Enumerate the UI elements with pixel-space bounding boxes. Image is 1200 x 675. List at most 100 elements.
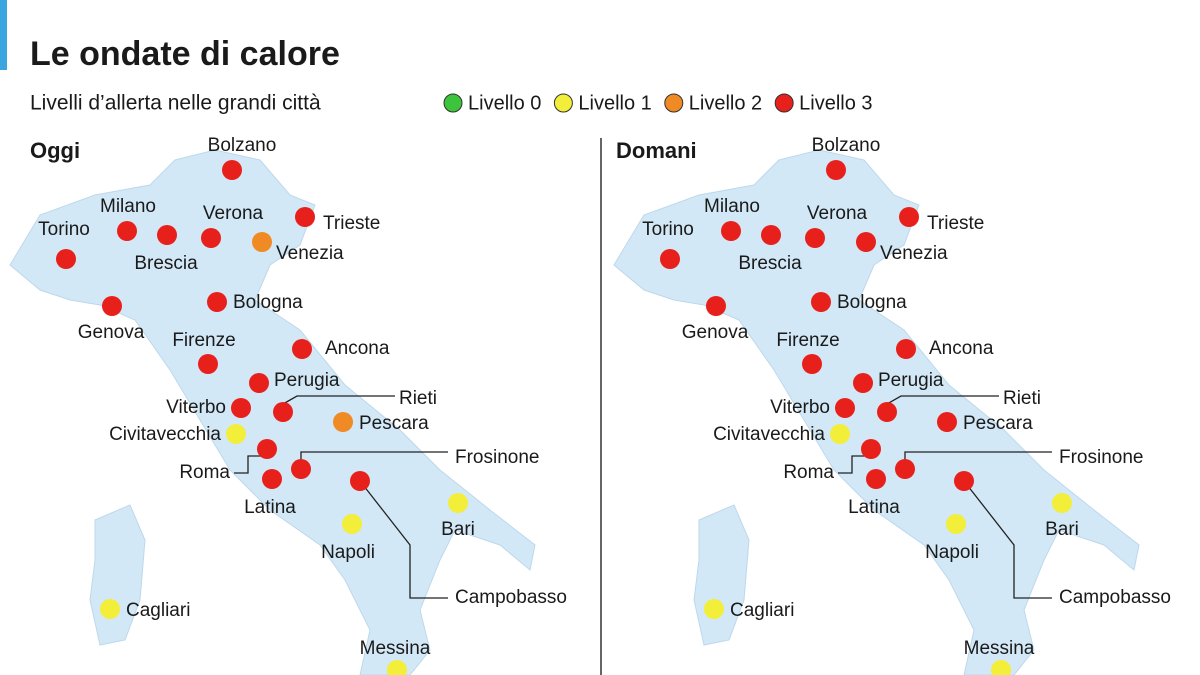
city-dot (721, 221, 741, 241)
legend-dot (774, 93, 794, 113)
title: Le ondate di calore (30, 35, 340, 73)
city-dot (805, 228, 825, 248)
city-label: Civitavecchia (109, 424, 221, 445)
subtitle: Livelli d’allerta nelle grandi città (30, 92, 321, 115)
city-label: Napoli (925, 542, 979, 563)
city-dot (231, 398, 251, 418)
city-dot (877, 402, 897, 422)
leader-line (300, 451, 448, 462)
city-dot (387, 660, 407, 675)
city-label: Torino (642, 219, 694, 240)
city-dot (198, 354, 218, 374)
city-dot (117, 221, 137, 241)
city-label: Genova (78, 322, 145, 343)
land-mainland (613, 149, 1140, 675)
city-dot (1052, 493, 1072, 513)
map-title: Oggi (30, 138, 80, 163)
city-dot (856, 232, 876, 252)
city-label: Bari (1045, 519, 1079, 540)
city-dot (226, 424, 246, 444)
leader-line (282, 395, 395, 405)
city-label: Brescia (738, 253, 802, 274)
city-dot (273, 402, 293, 422)
city-label: Frosinone (455, 447, 540, 468)
city-dot (866, 469, 886, 489)
city-label: Pescara (963, 413, 1033, 434)
city-label: Perugia (878, 370, 944, 391)
leader-line (359, 480, 448, 599)
legend-dot (553, 93, 573, 113)
leader-line (963, 480, 1052, 599)
city-dot (448, 493, 468, 513)
city-label: Firenze (172, 330, 235, 351)
city-label: Trieste (323, 213, 380, 234)
city-label: Trieste (927, 213, 984, 234)
city-label: Genova (682, 322, 749, 343)
city-label: Brescia (134, 253, 198, 274)
city-dot (826, 160, 846, 180)
city-label: Roma (783, 462, 834, 483)
city-dot (207, 292, 227, 312)
city-dot (895, 459, 915, 479)
leader-line (886, 395, 999, 405)
land-sardinia (693, 504, 750, 646)
city-dot (853, 373, 873, 393)
city-dot (954, 471, 974, 491)
city-dot (802, 354, 822, 374)
city-label: Messina (964, 638, 1035, 659)
city-dot (761, 225, 781, 245)
land-mainland (9, 149, 536, 675)
legend-label: Livello 0 (468, 92, 541, 114)
city-dot (861, 439, 881, 459)
leader-line (234, 455, 267, 474)
legend-label: Livello 2 (689, 92, 762, 114)
legend-dot (664, 93, 684, 113)
city-label: Ancona (325, 338, 390, 359)
city-dot (896, 339, 916, 359)
city-label: Bologna (837, 292, 907, 313)
city-dot (811, 292, 831, 312)
city-label: Roma (179, 462, 230, 483)
city-label: Viterbo (166, 397, 226, 418)
city-dot (56, 249, 76, 269)
city-label: Venezia (880, 243, 948, 264)
leader-line (904, 451, 1052, 462)
city-dot (249, 373, 269, 393)
city-dot (342, 514, 362, 534)
city-label: Torino (38, 219, 90, 240)
city-dot (157, 225, 177, 245)
city-label: Bolzano (812, 135, 881, 156)
land-sardinia (89, 504, 146, 646)
city-label: Verona (807, 203, 868, 224)
city-dot (102, 296, 122, 316)
city-dot (291, 459, 311, 479)
legend-dot (443, 93, 463, 113)
city-label: Napoli (321, 542, 375, 563)
city-label: Civitavecchia (713, 424, 825, 445)
city-label: Bari (441, 519, 475, 540)
city-label: Pescara (359, 413, 429, 434)
city-label: Ancona (929, 338, 994, 359)
city-dot (201, 228, 221, 248)
city-label: Rieti (1003, 388, 1041, 409)
city-dot (660, 249, 680, 269)
city-label: Latina (244, 497, 296, 518)
city-label: Cagliari (126, 600, 190, 621)
city-label: Verona (203, 203, 264, 224)
city-dot (222, 160, 242, 180)
legend-label: Livello 3 (799, 92, 872, 114)
city-label: Milano (704, 196, 760, 217)
city-label: Campobasso (455, 587, 567, 608)
city-label: Cagliari (730, 600, 794, 621)
city-dot (835, 398, 855, 418)
city-dot (946, 514, 966, 534)
city-label: Milano (100, 196, 156, 217)
city-dot (257, 439, 277, 459)
city-label: Latina (848, 497, 900, 518)
legend-label: Livello 1 (578, 92, 651, 114)
city-label: Campobasso (1059, 587, 1171, 608)
city-dot (100, 599, 120, 619)
leader-line (838, 455, 871, 474)
city-label: Bologna (233, 292, 303, 313)
